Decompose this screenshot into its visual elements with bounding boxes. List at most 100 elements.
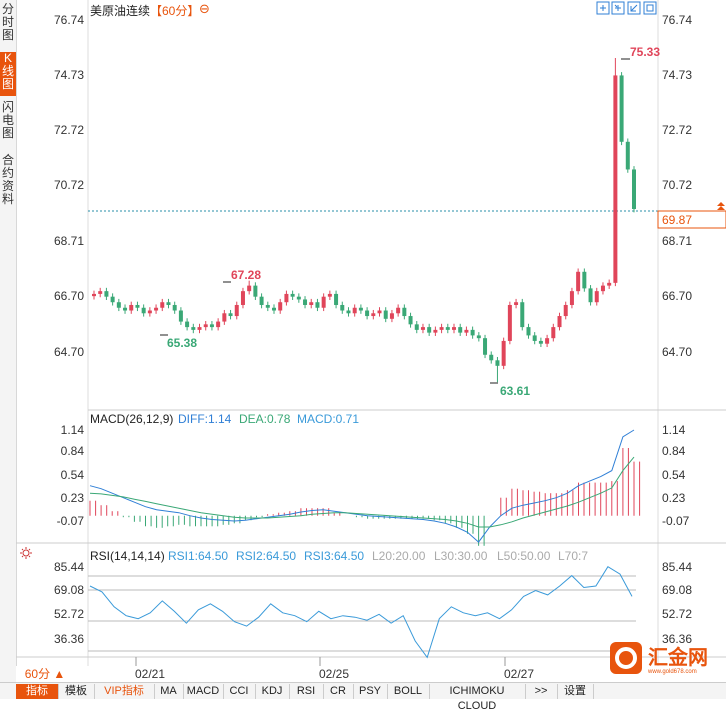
rsi-label: RSI(14,14,14) [90,549,165,563]
y-tick: 74.73 [662,68,692,82]
ichimoku-cloud-tab[interactable]: ICHIMOKU CLOUD [429,684,526,712]
macd-y-axis-right: 1.14 0.84 0.54 0.23 -0.07 [662,423,690,528]
macd-diff-value: DIFF:1.14 [178,412,232,426]
marker-local-high: 67.28 [223,268,261,283]
rsi-reference-lines [88,575,636,652]
candle-body [464,329,469,333]
candle-body [632,169,636,210]
price-y-axis-left: 76.74 74.73 72.72 70.72 68.71 66.70 64.7… [54,13,84,359]
candle-body [240,291,245,305]
candle-body [141,307,146,314]
brand-url: www.gold678.com [647,669,697,675]
candle-body [284,293,289,303]
y-tick: 66.70 [54,289,84,303]
high-marker-label: 75.33 [630,45,660,59]
y-tick: -0.07 [57,514,85,528]
candle-body [346,310,351,314]
rsi-l20: L20:20.00 [372,549,426,563]
y-tick: 0.84 [662,444,686,458]
period-indicator[interactable]: 【60分】 [150,4,200,18]
indicator-tab[interactable]: 指标 [16,684,59,699]
candle-body [178,310,183,322]
candle-body [358,307,363,311]
period-selector-button[interactable]: 60分 ▲ [16,666,74,682]
macd-dea-value: DEA:0.78 [239,412,291,426]
x-tick: 02/21 [135,667,165,681]
indicator-toolbar: 指标 模板 VIP指标 MA MACD CCI KDJ RSI CR PSY B… [0,682,726,712]
fullscreen-icon[interactable] [643,1,657,15]
vip-indicator-tab[interactable]: VIP指标 [94,684,155,699]
candle-body [98,291,103,294]
candle-body [582,271,587,289]
settings-tab[interactable]: 设置 [557,684,594,699]
tab-kline[interactable]: K 线 图 [0,52,16,96]
y-tick: 0.54 [662,468,686,482]
candle-body [607,282,612,286]
candle-body [532,335,537,341]
candle-body [110,296,115,303]
price-arrow-icon [717,202,725,210]
rsi-y-axis-left: 85.44 69.08 52.72 36.36 [54,560,84,646]
candle-body [458,327,463,333]
ma-tab[interactable]: MA [154,684,184,699]
y-tick: 68.71 [662,234,692,248]
y-tick: 85.44 [54,560,84,574]
candle-body [123,307,128,311]
candle-body [203,324,208,328]
fit-icon[interactable] [596,1,610,15]
candle-body [619,75,624,142]
candle-body [408,316,413,325]
psy-tab[interactable]: PSY [353,684,388,699]
y-tick: 69.08 [54,583,84,597]
candle-body [371,313,376,317]
tab-contract-info[interactable]: 合 约 资 料 [1,153,14,206]
marker-low: 63.61 [490,382,530,398]
cr-tab[interactable]: CR [323,684,354,699]
candle-body [507,304,512,341]
cci-tab[interactable]: CCI [223,684,256,699]
candle-body [147,310,152,314]
gear-icon[interactable] [20,547,32,559]
y-tick: 70.72 [662,178,692,192]
candle-body [234,304,239,317]
candle-body [569,291,574,305]
macd-label: MACD(26,12,9) [90,412,173,426]
candle-body [209,324,214,328]
marker-local-low: 65.38 [160,334,197,350]
y-tick: 36.36 [54,632,84,646]
candle-body [625,141,630,170]
y-tick: 0.23 [662,491,686,505]
macd-tab[interactable]: MACD [183,684,224,699]
candle-body [396,307,401,314]
candle-body [290,293,295,297]
candle-body [154,307,159,311]
macd-y-axis-left: 1.14 0.84 0.54 0.23 -0.07 [57,423,85,528]
candle-body [551,327,556,339]
candle-body [501,340,506,366]
candle-body [402,307,407,317]
more-tabs-button[interactable]: >> [525,684,558,699]
restore-icon[interactable] [627,1,641,15]
template-tab[interactable]: 模板 [58,684,95,699]
candle-body [545,338,550,344]
price-y-axis-right: 76.74 74.73 72.72 70.72 68.71 66.70 64.7… [662,13,692,359]
candle-body [228,313,233,317]
y-tick: 69.08 [662,583,692,597]
current-price-label: 69.87 [662,213,692,227]
expand-icon[interactable] [611,1,625,15]
y-tick: 76.74 [54,13,84,27]
rsi-tab[interactable]: RSI [289,684,324,699]
brand-icon [610,642,642,674]
candle-body [557,316,562,328]
tab-timeshare[interactable]: 分 时 图 [1,2,14,42]
tab-flash-chart[interactable]: 闪 电 图 [1,100,14,140]
y-tick: 64.70 [662,345,692,359]
candle-body [315,302,320,308]
y-tick: 36.36 [662,632,692,646]
candle-body [538,340,543,344]
boll-tab[interactable]: BOLL [387,684,430,699]
chart-canvas[interactable]: 76.74 74.73 72.72 70.72 68.71 66.70 64.7… [0,0,726,698]
kdj-tab[interactable]: KDJ [255,684,290,699]
candle-body [433,329,438,333]
zoom-out-icon[interactable]: ⊖ [199,1,210,16]
